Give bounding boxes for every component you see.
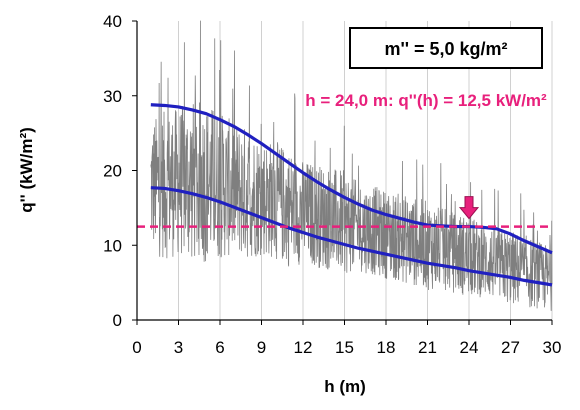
x-tick-label-9: 9 xyxy=(257,338,266,357)
mass-label: m'' = 5,0 kg/m² xyxy=(384,39,507,59)
upper-envelope-line xyxy=(150,103,553,255)
x-tick-labels: 0 3 6 9 12 15 18 21 24 27 30 xyxy=(132,338,561,357)
noisy-series xyxy=(150,20,553,311)
lower-envelope-line xyxy=(150,186,553,287)
x-tick-label-21: 21 xyxy=(418,338,437,357)
axes xyxy=(132,20,553,325)
x-tick-label-30: 30 xyxy=(543,338,562,357)
x-tick-label-18: 18 xyxy=(377,338,396,357)
y-tick-label-10: 10 xyxy=(103,236,122,255)
noisy-line xyxy=(150,20,553,311)
marker-arrow-shape xyxy=(458,196,480,220)
y-axis-title: q'' (kW/m²) xyxy=(17,127,36,213)
x-tick-label-12: 12 xyxy=(294,338,313,357)
x-tick-label-15: 15 xyxy=(335,338,354,357)
y-tick-label-0: 0 xyxy=(113,311,122,330)
x-tick-label-24: 24 xyxy=(460,338,479,357)
x-tick-label-27: 27 xyxy=(501,338,520,357)
x-tick-label-6: 6 xyxy=(215,338,224,357)
y-tick-label-30: 30 xyxy=(103,87,122,106)
envelope-series xyxy=(150,103,553,287)
x-tick-label-3: 3 xyxy=(174,338,183,357)
marker-arrow-icon xyxy=(458,196,480,220)
annotation-text: h = 24,0 m: q''(h) = 12,5 kW/m² xyxy=(305,91,547,110)
y-tick-label-40: 40 xyxy=(103,12,122,31)
x-axis-title: h (m) xyxy=(324,377,366,396)
x-tick-label-0: 0 xyxy=(132,338,141,357)
y-tick-label-20: 20 xyxy=(103,162,122,181)
y-tick-labels: 0 10 20 30 40 xyxy=(103,12,122,330)
mass-label-box xyxy=(349,27,543,69)
